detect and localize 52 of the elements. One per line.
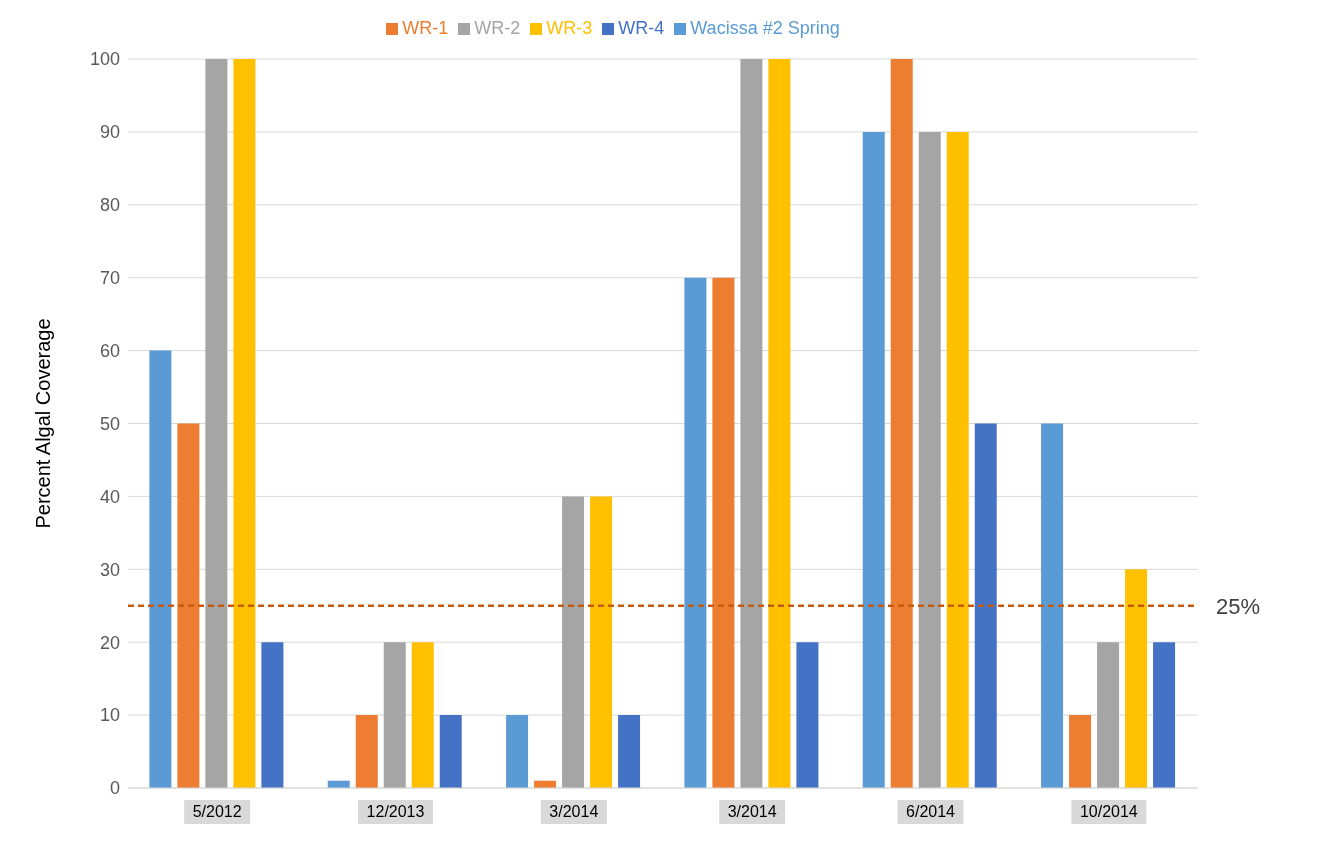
bar <box>205 59 228 788</box>
legend-label: WR-3 <box>546 18 593 38</box>
bar <box>890 59 913 788</box>
bar <box>768 59 791 788</box>
y-tick-label: 90 <box>99 122 120 143</box>
x-tick-label: 12/2013 <box>366 803 425 820</box>
y-tick-label: 70 <box>99 268 120 289</box>
bar <box>233 59 256 788</box>
bar <box>946 131 969 788</box>
y-tick-label: 30 <box>99 559 120 580</box>
y-tick-label: 20 <box>99 632 120 653</box>
y-axis-title: Percent Algal Coverage <box>32 318 55 529</box>
x-tick-label: 3/2014 <box>727 803 777 820</box>
bar <box>506 715 529 788</box>
y-tick-label: 50 <box>99 413 120 434</box>
bar <box>862 131 885 788</box>
x-tick-label: 6/2014 <box>906 803 956 820</box>
y-tick-label: 40 <box>99 486 120 507</box>
y-tick-label: 10 <box>99 705 120 726</box>
y-tick-label: 100 <box>89 49 120 70</box>
bar <box>1153 642 1176 788</box>
bar <box>796 642 819 788</box>
bar <box>1041 423 1064 788</box>
bar <box>355 715 378 788</box>
y-tick-label: 0 <box>109 778 120 799</box>
bar <box>684 277 707 788</box>
bar <box>177 423 200 788</box>
legend-label: WR-1 <box>402 18 449 38</box>
bar <box>261 642 284 788</box>
legend-label: WR-4 <box>618 18 665 38</box>
legend-label: Wacissa #2 Spring <box>690 18 840 38</box>
bar <box>1069 715 1092 788</box>
bar <box>618 715 641 788</box>
ref-line-label: 25% <box>1216 593 1261 619</box>
bar <box>562 496 585 788</box>
y-tick-label: 60 <box>99 340 120 361</box>
bar <box>740 59 763 788</box>
x-tick-label: 10/2014 <box>1079 803 1138 820</box>
bar <box>590 496 613 788</box>
bar <box>383 642 406 788</box>
x-tick-label: 3/2014 <box>549 803 599 820</box>
bar <box>439 715 462 788</box>
legend-label: WR-2 <box>474 18 521 38</box>
y-tick-label: 80 <box>99 195 120 216</box>
bar <box>411 642 434 788</box>
bar <box>149 350 172 788</box>
x-tick-label: 5/2012 <box>192 803 242 820</box>
bar <box>1097 642 1120 788</box>
bar <box>1125 569 1148 788</box>
bar <box>974 423 997 788</box>
bar <box>918 131 941 788</box>
bar <box>712 277 735 788</box>
